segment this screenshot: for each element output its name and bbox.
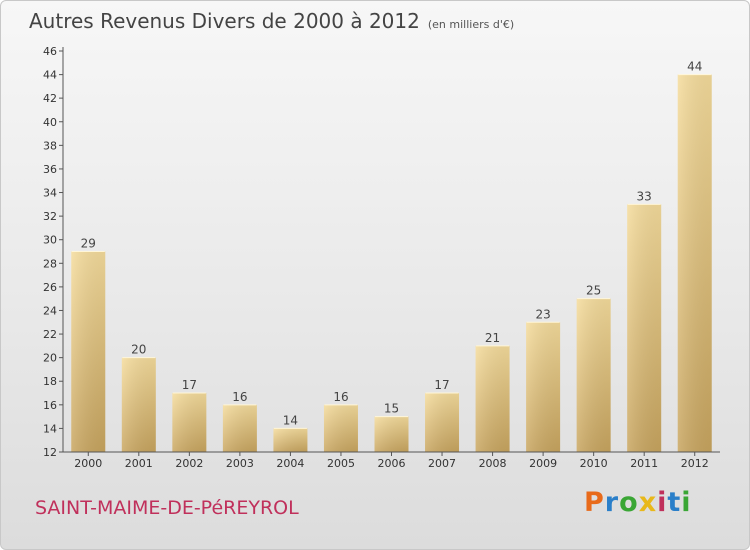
- data-label-2002: 17: [182, 378, 197, 392]
- y-tick-label-12: 12: [43, 446, 57, 459]
- chart-title-text: Autres Revenus Divers de 2000 à 2012: [29, 9, 420, 33]
- bar-shade-2010: [576, 298, 611, 452]
- bar-shade-2000: [71, 251, 106, 452]
- data-label-2005: 16: [333, 390, 348, 404]
- logo-letter: x: [638, 487, 658, 518]
- x-tick-label-2009: 2009: [529, 457, 557, 470]
- x-tick-label-2008: 2008: [479, 457, 507, 470]
- place-name: SAINT-MAIME-DE-PéREYROL: [35, 497, 299, 519]
- bar-shade-2001: [121, 357, 156, 452]
- data-label-2004: 14: [283, 413, 298, 427]
- data-label-2009: 23: [535, 307, 550, 321]
- data-label-2008: 21: [485, 331, 500, 345]
- bar-shade-2009: [526, 322, 561, 452]
- x-tick-label-2011: 2011: [630, 457, 658, 470]
- x-tick-label-2000: 2000: [74, 457, 102, 470]
- y-tick-label-34: 34: [43, 187, 57, 200]
- data-label-2012: 44: [687, 60, 702, 74]
- bar-shade-2006: [374, 416, 409, 452]
- logo-letter: r: [604, 487, 620, 518]
- data-label-2011: 33: [637, 189, 652, 203]
- bar-shade-2003: [222, 404, 257, 452]
- bars-layer: 29 20 17 16 14 16 15 17 21 23 25 33 44: [71, 60, 712, 453]
- data-label-2007: 17: [434, 378, 449, 392]
- y-tick-label-14: 14: [43, 422, 57, 435]
- y-tick-label-26: 26: [43, 281, 57, 294]
- y-tick-label-16: 16: [43, 399, 57, 412]
- bar-shade-2008: [475, 345, 510, 452]
- logo-letter: P: [584, 487, 605, 518]
- y-tick-label-20: 20: [43, 352, 57, 365]
- y-tick-label-36: 36: [43, 163, 57, 176]
- bar-shade-2004: [273, 428, 308, 452]
- chart-title: Autres Revenus Divers de 2000 à 2012 (en …: [29, 9, 514, 33]
- logo-letter: t: [667, 487, 682, 518]
- x-tick-label-2007: 2007: [428, 457, 456, 470]
- y-tick-label-24: 24: [43, 304, 57, 317]
- bar-shade-2007: [425, 393, 460, 452]
- x-tick-label-2004: 2004: [276, 457, 304, 470]
- logo-letter: i: [657, 487, 668, 518]
- axes-layer: 2000 2001 2002 2003 2004 2005 2006 2007 2008 2009…: [43, 45, 720, 470]
- y-tick-label-46: 46: [43, 45, 57, 58]
- y-tick-label-18: 18: [43, 375, 57, 388]
- x-tick-label-2005: 2005: [327, 457, 355, 470]
- y-tick-label-30: 30: [43, 234, 57, 247]
- chart-unit-note: (en milliers d'€): [427, 18, 515, 31]
- y-tick-label-28: 28: [43, 257, 57, 270]
- bar-shade-2011: [627, 204, 662, 452]
- data-label-2006: 15: [384, 402, 399, 416]
- bar-shade-2005: [323, 404, 358, 452]
- y-tick-label-22: 22: [43, 328, 57, 341]
- logo-letter: o: [619, 487, 639, 518]
- proxiti-logo: Proxiti: [584, 487, 692, 518]
- y-tick-label-38: 38: [43, 139, 57, 152]
- data-label-2000: 29: [81, 237, 96, 251]
- x-tick-label-2010: 2010: [580, 457, 608, 470]
- x-tick-label-2006: 2006: [378, 457, 406, 470]
- data-label-2010: 25: [586, 284, 601, 298]
- y-tick-label-32: 32: [43, 210, 57, 223]
- data-label-2001: 20: [131, 343, 146, 357]
- y-tick-label-42: 42: [43, 92, 57, 105]
- data-label-2003: 16: [232, 390, 247, 404]
- bar-shade-2012: [677, 74, 712, 453]
- x-tick-label-2003: 2003: [226, 457, 254, 470]
- bar-shade-2002: [172, 393, 207, 452]
- logo-letter: i: [681, 487, 692, 518]
- y-tick-label-44: 44: [43, 69, 57, 82]
- x-tick-label-2001: 2001: [125, 457, 153, 470]
- x-tick-label-2012: 2012: [681, 457, 709, 470]
- y-tick-label-40: 40: [43, 116, 57, 129]
- x-tick-label-2002: 2002: [175, 457, 203, 470]
